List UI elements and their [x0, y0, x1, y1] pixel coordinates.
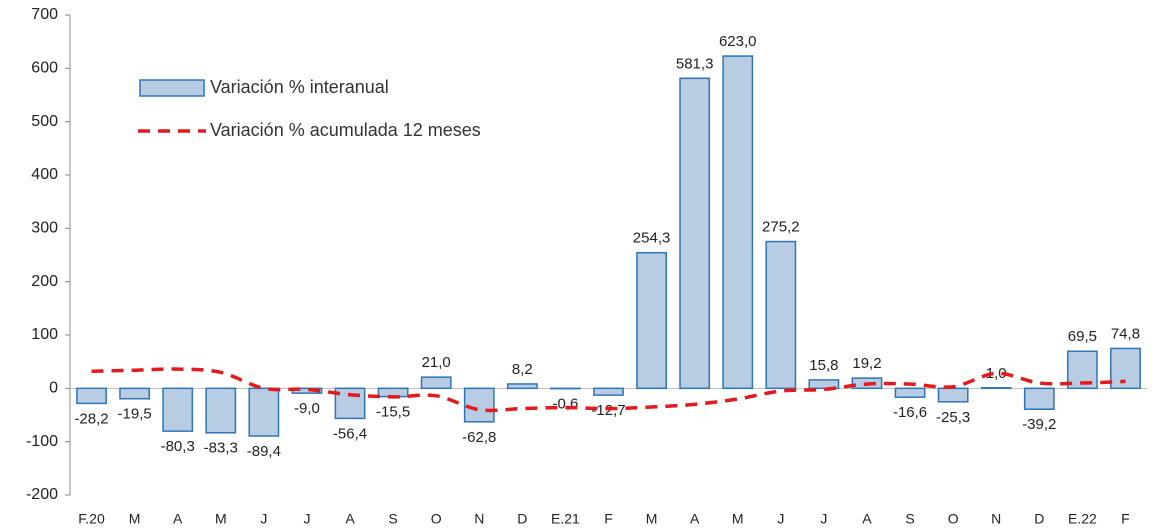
bar	[1023, 387, 1055, 410]
x-tick-label: E.21	[551, 511, 580, 527]
data-label: 275,2	[762, 219, 800, 236]
x-tick-label: F	[604, 511, 613, 527]
y-tick-label: 0	[49, 380, 58, 397]
legend-label: Variación % acumulada 12 meses	[210, 120, 481, 140]
data-label: 254,3	[633, 230, 671, 247]
x-tick-label: E.22	[1068, 511, 1097, 527]
data-label: -28,2	[74, 410, 108, 427]
x-tick-label: F.20	[78, 511, 105, 527]
legend-swatch	[139, 79, 205, 97]
data-label: -0,6	[552, 396, 578, 413]
bar	[506, 383, 538, 390]
x-tick-label: D	[517, 511, 527, 527]
x-tick-label: O	[431, 511, 442, 527]
y-tick-label: 400	[31, 166, 58, 183]
data-label: -25,3	[936, 409, 970, 426]
bar	[119, 387, 151, 400]
x-tick-label: J	[777, 511, 784, 527]
x-tick-label: J	[820, 511, 827, 527]
data-label: 74,8	[1111, 325, 1140, 342]
data-label: 15,8	[809, 357, 838, 374]
x-tick-label: S	[905, 511, 914, 527]
data-label: -83,3	[204, 440, 238, 457]
x-tick-label: S	[388, 511, 397, 527]
data-label: -62,8	[462, 429, 496, 446]
x-tick-label: J	[260, 511, 267, 527]
data-label: -39,2	[1022, 416, 1056, 433]
bar	[679, 77, 711, 390]
x-tick-label: O	[948, 511, 959, 527]
x-tick-label: A	[690, 511, 700, 527]
data-label: 623,0	[719, 33, 757, 50]
x-tick-label: M	[732, 511, 744, 527]
bar	[808, 379, 840, 390]
bar	[76, 387, 107, 405]
bar	[937, 387, 969, 403]
bar	[248, 387, 280, 437]
data-label: -15,5	[376, 404, 410, 421]
data-label: -9,0	[294, 400, 320, 417]
data-label: 8,2	[512, 361, 533, 378]
x-tick-label: M	[646, 511, 658, 527]
x-tick-label: D	[1034, 511, 1044, 527]
data-label: -19,5	[118, 406, 152, 423]
y-tick-label: 500	[31, 113, 58, 130]
bar	[894, 387, 926, 398]
data-label: -12,7	[591, 402, 625, 419]
bar	[463, 387, 495, 423]
x-tick-label: N	[474, 511, 484, 527]
data-label: -56,4	[333, 425, 367, 442]
bar	[722, 55, 754, 390]
data-label: -89,4	[247, 443, 281, 460]
data-label: -16,6	[893, 404, 927, 421]
bar	[636, 251, 667, 390]
bar	[980, 387, 1012, 390]
y-tick-label: 600	[31, 60, 58, 77]
bar	[420, 376, 452, 390]
y-tick-label: 700	[31, 6, 58, 23]
data-label: 69,5	[1068, 328, 1097, 345]
data-label: 19,2	[852, 355, 881, 372]
data-label: 1,0	[986, 365, 1007, 382]
x-tick-label: J	[303, 511, 310, 527]
data-label: 21,0	[422, 354, 451, 371]
bar	[162, 387, 194, 432]
bar	[593, 387, 624, 396]
y-tick-label: -200	[26, 486, 58, 503]
y-tick-label: -100	[26, 433, 58, 450]
x-tick-label: M	[215, 511, 227, 527]
y-tick-label: 200	[31, 273, 58, 290]
x-tick-label: A	[862, 511, 872, 527]
line	[91, 367, 1126, 413]
x-tick-label: A	[345, 511, 355, 527]
bar	[205, 387, 237, 434]
x-tick-label: F	[1121, 511, 1130, 527]
bar	[765, 240, 797, 390]
x-tick-label: N	[991, 511, 1001, 527]
y-tick-label: 100	[31, 326, 58, 343]
data-label: -80,3	[161, 438, 195, 455]
data-label: 581,3	[676, 55, 714, 72]
legend-label: Variación % interanual	[210, 77, 389, 97]
x-tick-label: A	[173, 511, 183, 527]
x-tick-label: M	[129, 511, 141, 527]
y-tick-label: 300	[31, 220, 58, 237]
